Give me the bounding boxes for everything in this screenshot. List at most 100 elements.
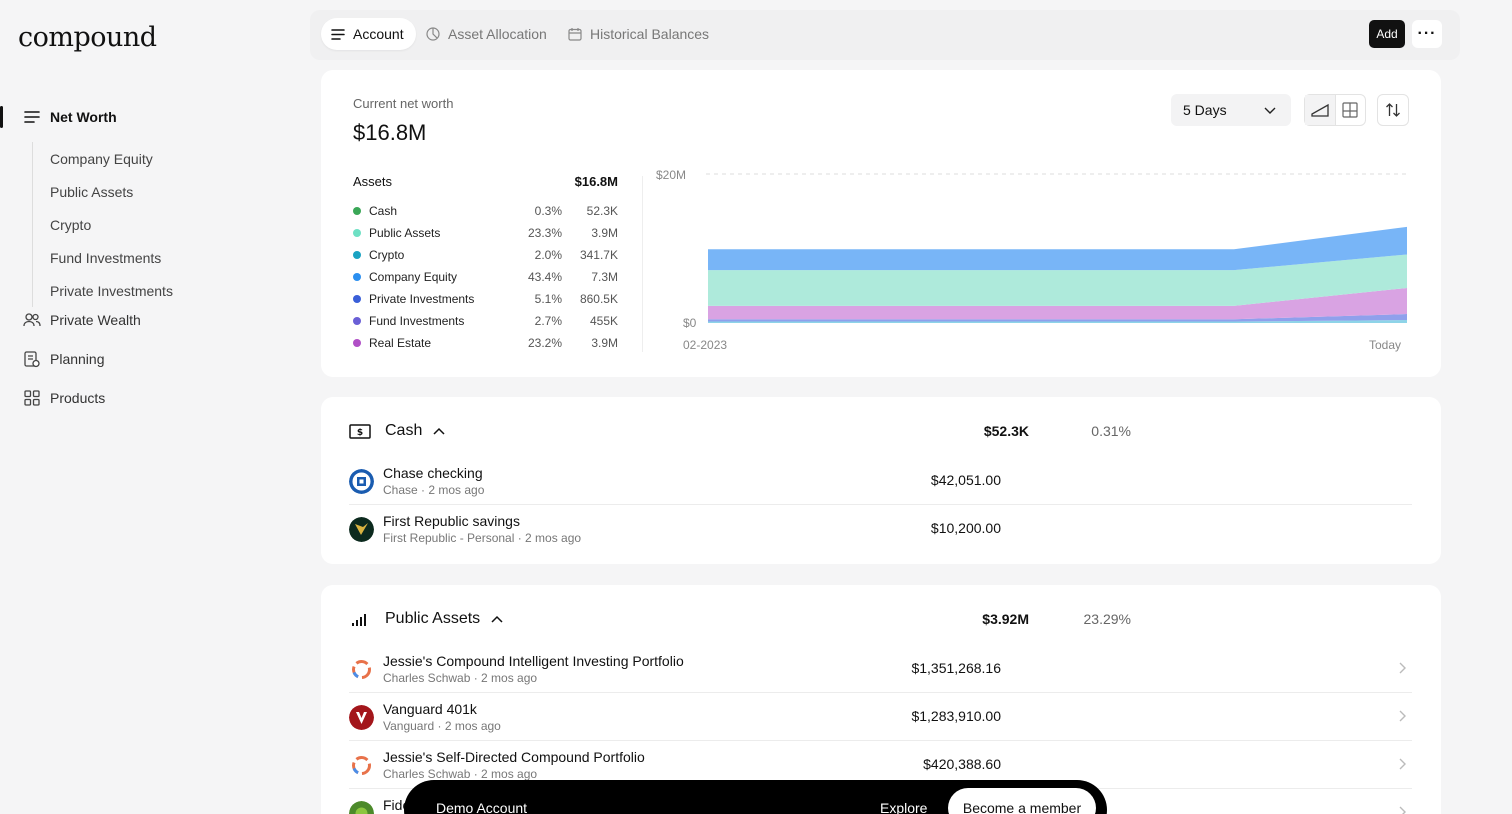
sidebar-item-private-wealth[interactable]: Private Wealth <box>0 305 300 335</box>
area-series-1[interactable] <box>708 314 1407 322</box>
bar-chart-icon <box>352 613 366 626</box>
sidebar-item-net-worth[interactable]: Net Worth <box>0 102 300 132</box>
account-name: First Republic savings <box>383 513 520 529</box>
area-chart-view-button[interactable] <box>1305 95 1336 125</box>
sidebar-subitem-private-investments[interactable]: Private Investments <box>50 282 173 299</box>
section-total: $3.92M <box>982 611 1029 627</box>
compound-logo[interactable]: compound <box>18 22 157 53</box>
tab-account[interactable]: Account <box>321 18 416 50</box>
table-view-button[interactable] <box>1336 95 1366 125</box>
vertical-divider <box>642 176 643 352</box>
section-title: Cash <box>385 422 423 439</box>
svg-text:$: $ <box>357 428 363 438</box>
asset-row-private-investments[interactable]: Private Investments 5.1% 860.5K <box>353 288 618 310</box>
net-worth-label: Current net worth <box>353 96 454 111</box>
sidebar-item-products[interactable]: Products <box>0 383 300 413</box>
legend-dot <box>353 207 361 215</box>
area-series-4[interactable] <box>708 226 1407 271</box>
asset-row-crypto[interactable]: Crypto 2.0% 341.7K <box>353 244 618 266</box>
sidebar-item-planning[interactable]: Planning <box>0 344 300 374</box>
cash-icon: $ <box>349 423 371 439</box>
legend-dot <box>353 229 361 237</box>
asset-pct: 23.3% <box>527 226 562 240</box>
account-name: Fide <box>383 797 411 813</box>
net-worth-value: $16.8M <box>353 120 427 145</box>
public-assets-section-card: Public Assets $3.92M 23.29% Jessie's Com… <box>321 585 1441 814</box>
account-row-chase-checking[interactable]: Chase checking Chase · 2 mos ago $42,051… <box>349 457 1412 505</box>
chevron-right-icon[interactable] <box>1398 709 1408 723</box>
net-worth-area-chart[interactable]: $20M $0 02-2023 Today <box>651 165 1411 360</box>
public-assets-section-header[interactable]: Public Assets $3.92M 23.29% <box>349 607 1419 631</box>
cash-section-header[interactable]: $ Cash $52.3K 0.31% <box>349 419 1419 443</box>
account-amount: $1,351,268.16 <box>911 660 1001 676</box>
tab-historical-balances[interactable]: Historical Balances <box>568 18 709 50</box>
account-subtitle: Vanguard · 2 mos ago <box>383 719 501 733</box>
account-amount: $42,051.00 <box>930 472 1001 488</box>
sidebar-subitem-crypto[interactable]: Crypto <box>50 216 92 233</box>
chevron-right-icon[interactable] <box>1398 757 1408 771</box>
sort-button[interactable] <box>1377 94 1409 126</box>
account-amount: $1,283,910.00 <box>911 708 1001 724</box>
sidebar-item-label: Products <box>50 390 106 406</box>
asset-pct: 5.1% <box>534 292 562 306</box>
account-subtitle: Charles Schwab · 2 mos ago <box>383 671 538 685</box>
users-icon <box>23 311 41 329</box>
asset-row-cash[interactable]: Cash 0.3% 52.3K <box>353 200 618 222</box>
cash-section-card: $ Cash $52.3K 0.31% Chase checking Chase… <box>321 397 1441 564</box>
chevron-right-icon[interactable] <box>1398 805 1408 814</box>
compound-logo-icon <box>352 756 371 775</box>
first-republic-logo-icon <box>349 517 374 542</box>
net-worth-card: Current net worth $16.8M 5 Days Assets $… <box>321 70 1441 377</box>
assets-total: $16.8M <box>574 174 618 189</box>
explore-link[interactable]: Explore <box>880 800 928 814</box>
x-tick-label: Today <box>1369 338 1401 352</box>
sidebar-subitem-fund-investments[interactable]: Fund Investments <box>50 249 162 266</box>
area-series-0[interactable] <box>708 320 1407 323</box>
account-row-vanguard-401k[interactable]: Vanguard 401k Vanguard · 2 mos ago $1,28… <box>349 693 1412 741</box>
account-row-intelligent-investing[interactable]: Jessie's Compound Intelligent Investing … <box>349 645 1412 693</box>
chevron-right-icon[interactable] <box>1398 661 1408 675</box>
asset-name: Public Assets <box>369 226 441 240</box>
account-subtitle: Charles Schwab · 2 mos ago <box>383 767 538 781</box>
asset-row-company-equity[interactable]: Company Equity 43.4% 7.3M <box>353 266 618 288</box>
demo-account-label: Demo Account <box>436 800 528 814</box>
area-series-2[interactable] <box>708 287 1407 320</box>
time-range-select[interactable]: 5 Days <box>1171 94 1291 126</box>
net-worth-submenu: Company Equity Public Assets Crypto Fund… <box>32 142 272 307</box>
asset-row-real-estate[interactable]: Real Estate 23.2% 3.9M <box>353 332 618 354</box>
tab-label: Account <box>353 26 404 42</box>
account-row-fidelity[interactable]: Fide <box>349 789 1412 814</box>
fidelity-logo-icon <box>349 801 374 814</box>
tab-asset-allocation[interactable]: Asset Allocation <box>426 18 547 50</box>
y-tick-label: $0 <box>683 316 697 330</box>
more-options-button[interactable]: ··· <box>1412 20 1442 48</box>
asset-row-fund-investments[interactable]: Fund Investments 2.7% 455K <box>353 310 618 332</box>
account-name: Jessie's Compound Intelligent Investing … <box>383 653 684 669</box>
account-subtitle: Chase · 2 mos ago <box>383 483 485 497</box>
account-subtitle: First Republic - Personal · 2 mos ago <box>383 531 582 545</box>
sidebar: compound Net Worth Company Equity Public… <box>0 0 300 814</box>
asset-name: Cash <box>369 204 398 218</box>
area-chart-icon <box>1311 103 1329 117</box>
become-member-button[interactable]: Become a member <box>948 788 1096 814</box>
legend-dot <box>353 273 361 281</box>
asset-amount: 455K <box>589 314 618 328</box>
asset-name: Company Equity <box>369 270 458 284</box>
sidebar-item-label: Net Worth <box>50 109 117 125</box>
asset-amount: 3.9M <box>591 226 618 240</box>
sidebar-subitem-company-equity[interactable]: Company Equity <box>50 150 153 167</box>
assets-header: Assets $16.8M <box>353 174 618 189</box>
tab-label: Historical Balances <box>590 26 710 42</box>
asset-row-public-assets[interactable]: Public Assets 23.3% 3.9M <box>353 222 618 244</box>
sidebar-subitem-public-assets[interactable]: Public Assets <box>50 183 134 200</box>
add-button[interactable]: Add <box>1369 20 1405 48</box>
account-row-first-republic-savings[interactable]: First Republic savings First Republic - … <box>349 505 1412 553</box>
legend-dot <box>353 251 361 259</box>
chevron-up-icon[interactable] <box>490 612 504 626</box>
area-series-3[interactable] <box>708 254 1407 306</box>
grid-icon <box>23 389 41 407</box>
asset-amount: 3.9M <box>591 336 618 350</box>
compound-logo-icon <box>352 660 371 679</box>
pie-icon <box>426 27 440 41</box>
chevron-up-icon[interactable] <box>432 424 446 438</box>
